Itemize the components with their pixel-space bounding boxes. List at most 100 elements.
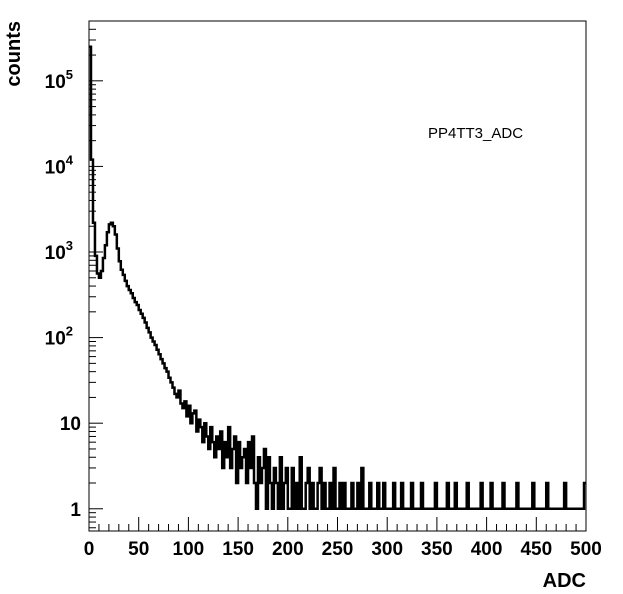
x-tick-label: 500 <box>570 539 602 560</box>
histogram-bin <box>413 509 415 531</box>
histogram-bin <box>202 442 204 531</box>
histogram-name-label: PP4TT3_ADC <box>428 125 523 142</box>
histogram-bin <box>443 509 445 531</box>
histogram-bin <box>153 342 155 531</box>
histogram-bin <box>290 509 292 531</box>
histogram-bin <box>250 468 252 531</box>
histogram-bin <box>359 509 361 531</box>
x-tick-label: 350 <box>421 539 453 560</box>
x-axis-title: ADC <box>543 570 586 592</box>
histogram-bin <box>558 509 560 531</box>
histogram-bin <box>489 509 491 531</box>
histogram-bin <box>157 350 159 531</box>
y-tick-label: 10 <box>60 414 81 435</box>
histogram-bin <box>463 509 465 531</box>
histogram-bin <box>107 232 109 531</box>
histogram-bin <box>196 431 198 531</box>
histogram-bin <box>508 509 510 531</box>
histogram-bin <box>389 509 391 531</box>
histogram-bin <box>399 509 401 531</box>
histogram-bin <box>461 509 463 531</box>
histogram-bin <box>493 509 495 531</box>
histogram-bin <box>123 275 125 531</box>
histogram-bin <box>151 338 153 531</box>
histogram-bin <box>379 509 381 531</box>
histogram-bin <box>578 509 580 531</box>
histogram-bin <box>479 509 481 531</box>
histogram-bin <box>167 372 169 531</box>
histogram-bin <box>520 509 522 531</box>
histogram-bin <box>272 509 274 531</box>
histogram-bin <box>117 248 119 531</box>
histogram-bin <box>469 509 471 531</box>
histogram-bin <box>230 468 232 531</box>
histogram-bin <box>568 509 570 531</box>
histogram-bin <box>137 305 139 531</box>
histogram-bin <box>169 378 171 531</box>
histogram-bin <box>97 274 99 531</box>
histogram-bin <box>188 406 190 531</box>
histogram-bin <box>453 509 455 531</box>
histogram-bin <box>528 509 530 531</box>
histogram-bin <box>161 359 163 531</box>
histogram-bin <box>141 314 143 531</box>
histogram-bin <box>260 483 262 531</box>
histogram-bin <box>206 436 208 531</box>
histogram-bin <box>190 423 192 531</box>
histogram-bin <box>93 223 95 531</box>
histogram-bin <box>540 509 542 531</box>
axis-ticks <box>88 20 587 531</box>
histogram-bin <box>139 310 141 531</box>
x-tick-label: 50 <box>128 539 149 560</box>
x-tick-label: 450 <box>520 539 552 560</box>
histogram-bin <box>353 509 355 531</box>
histogram-bin <box>282 509 284 531</box>
histogram-bin <box>246 483 248 531</box>
histogram-bin <box>433 509 435 531</box>
histogram-bin <box>431 509 433 531</box>
histogram-bin <box>135 302 137 531</box>
histogram-bin <box>473 509 475 531</box>
histogram-bin <box>429 509 431 531</box>
histogram-bin <box>322 509 324 531</box>
x-tick-label: 250 <box>322 539 354 560</box>
histogram-bin <box>180 403 182 531</box>
histogram-bin <box>198 420 200 531</box>
histogram-bin <box>522 509 524 531</box>
histogram-bin <box>562 509 564 531</box>
histogram-bin <box>222 468 224 531</box>
histogram-bin <box>119 261 121 531</box>
histogram-bin <box>381 509 383 531</box>
y-tick-label: 105 <box>45 67 73 93</box>
x-tick-labels: 0 50 100 150 200 250 300 350 400 450 500 <box>84 539 602 560</box>
x-tick-label: 400 <box>471 539 503 560</box>
histogram-bin <box>103 258 105 531</box>
y-tick-label: 104 <box>45 152 74 178</box>
histogram-bin <box>548 509 550 531</box>
x-tick-label: 150 <box>222 539 254 560</box>
histogram-bin <box>111 223 113 531</box>
histogram-bin <box>471 509 473 531</box>
histogram-bin <box>582 509 584 531</box>
histogram-bin <box>550 509 552 531</box>
histogram-bin <box>409 509 411 531</box>
histogram-bin <box>530 509 532 531</box>
histogram-bin <box>483 509 485 531</box>
x-tick-label: 100 <box>173 539 205 560</box>
histogram-bin <box>174 394 176 531</box>
histogram-bin <box>133 298 135 531</box>
histogram-outline <box>89 45 586 511</box>
histogram-bin <box>341 509 343 531</box>
y-axis-title: counts <box>3 21 25 87</box>
histogram-bin <box>176 397 178 531</box>
histogram-bin <box>542 509 544 531</box>
histogram-bin <box>149 332 151 531</box>
plot-frame <box>88 20 587 532</box>
histogram-bin <box>145 323 147 531</box>
histogram-bin <box>143 318 145 531</box>
histogram-bin <box>163 363 165 531</box>
histogram-bin <box>214 457 216 531</box>
x-tick-label: 0 <box>84 539 95 560</box>
histogram-bin <box>304 509 306 531</box>
histogram-bin <box>439 509 441 531</box>
